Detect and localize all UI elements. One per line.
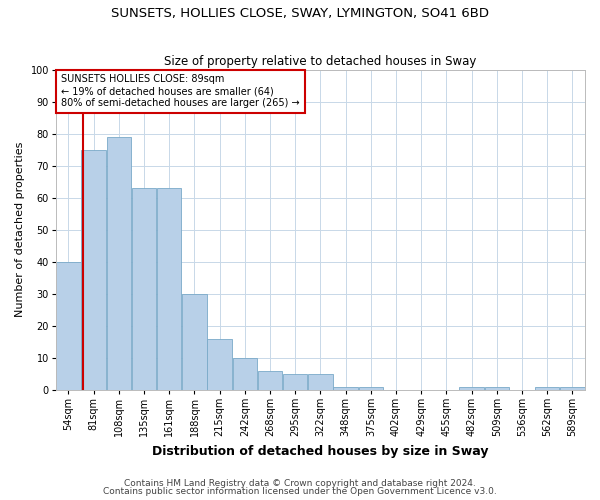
Bar	[560, 386, 584, 390]
Bar	[107, 137, 131, 390]
Bar	[157, 188, 181, 390]
Bar	[132, 188, 156, 390]
Bar	[308, 374, 332, 390]
Bar	[82, 150, 106, 390]
Bar	[485, 386, 509, 390]
Bar	[182, 294, 206, 390]
Bar	[56, 262, 80, 390]
Y-axis label: Number of detached properties: Number of detached properties	[15, 142, 25, 318]
Bar	[535, 386, 559, 390]
Title: Size of property relative to detached houses in Sway: Size of property relative to detached ho…	[164, 56, 476, 68]
Bar	[283, 374, 307, 390]
Text: Contains HM Land Registry data © Crown copyright and database right 2024.: Contains HM Land Registry data © Crown c…	[124, 478, 476, 488]
Text: SUNSETS HOLLIES CLOSE: 89sqm
← 19% of detached houses are smaller (64)
80% of se: SUNSETS HOLLIES CLOSE: 89sqm ← 19% of de…	[61, 74, 300, 108]
Text: SUNSETS, HOLLIES CLOSE, SWAY, LYMINGTON, SO41 6BD: SUNSETS, HOLLIES CLOSE, SWAY, LYMINGTON,…	[111, 8, 489, 20]
Bar	[334, 386, 358, 390]
Bar	[460, 386, 484, 390]
Bar	[258, 370, 282, 390]
X-axis label: Distribution of detached houses by size in Sway: Distribution of detached houses by size …	[152, 444, 488, 458]
Bar	[359, 386, 383, 390]
Text: Contains public sector information licensed under the Open Government Licence v3: Contains public sector information licen…	[103, 488, 497, 496]
Bar	[233, 358, 257, 390]
Bar	[208, 338, 232, 390]
